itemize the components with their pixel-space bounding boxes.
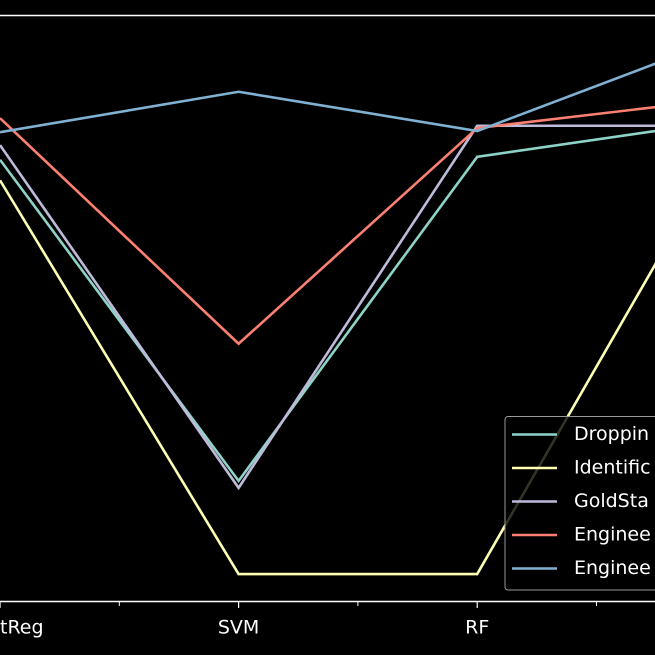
legend-box [504, 416, 655, 591]
series-line [0, 105, 655, 346]
series-line [0, 124, 655, 491]
legend-label: Enginee [574, 557, 651, 579]
legend-label: GoldSta [574, 490, 649, 512]
legend-label: Droppin [574, 423, 649, 445]
legend-label: Enginee [574, 524, 651, 546]
x-tick-label: RF [465, 617, 489, 639]
x-tick-label: SVM [218, 617, 259, 639]
x-tick-label: tReg [0, 617, 44, 639]
legend-label: Identific [574, 457, 651, 479]
series-line [0, 129, 655, 484]
legend: Droppin Identific GoldSta Enginee Enginee [504, 416, 655, 591]
series-line [0, 179, 655, 576]
plot-lines [0, 62, 655, 576]
series-line [0, 62, 655, 134]
